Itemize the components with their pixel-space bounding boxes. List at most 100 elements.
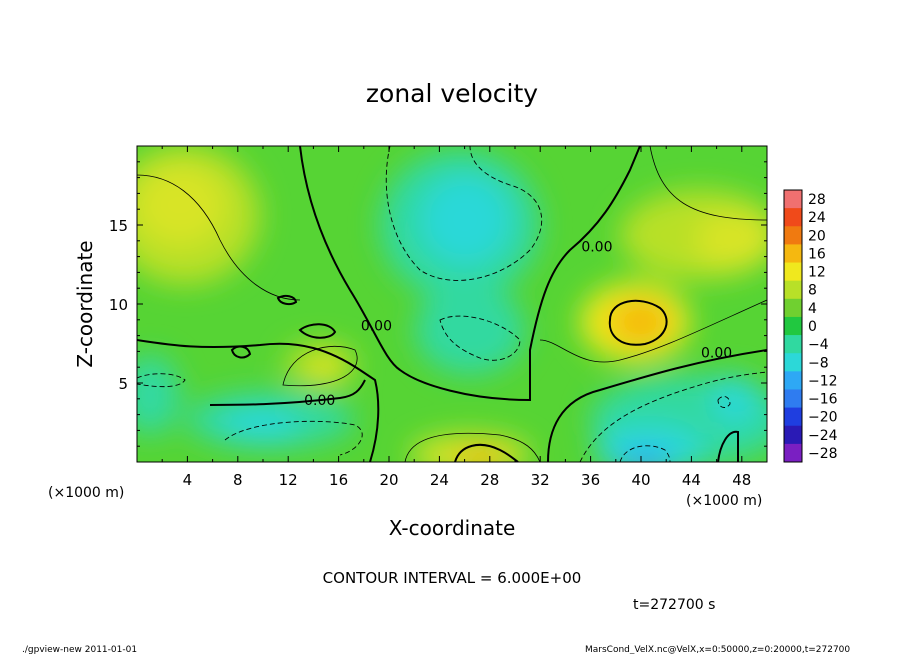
x-tick-label: 24 (430, 471, 449, 489)
x-unit-left: (×1000 m) (48, 485, 124, 501)
field-region-bottom-center-warm-core (455, 448, 505, 462)
x-tick-label: 36 (581, 471, 600, 489)
zero-contour-small-loop-3 (230, 345, 252, 359)
colorbar-label: 16 (808, 246, 826, 262)
x-tick-label: 32 (531, 471, 550, 489)
colorbar-label: 24 (808, 210, 826, 226)
zero-contour-right (547, 349, 767, 462)
colorbar-label: −20 (808, 410, 838, 426)
colorbar-label: 0 (808, 319, 817, 335)
field-region-lower-left-cool-core (220, 409, 300, 441)
colorbar-label: 4 (808, 301, 817, 317)
y-tick-label: 10 (109, 296, 128, 314)
field-region-left-edge-lower (137, 355, 180, 435)
colorbar: −28 −24 −20 −16 −12 −8 −4 0 4 8 12 16 20 24 28 (783, 189, 838, 463)
velocity-field-blobs (137, 146, 767, 462)
x-unit-right: (×1000 m) (686, 493, 762, 509)
field-region-upper-right-warm-core (695, 212, 767, 268)
colorbar-label: 20 (808, 228, 826, 244)
zero-contour-lower (137, 339, 380, 462)
colorbar-label: −16 (808, 392, 838, 408)
field-region-right-edge-cool (713, 375, 757, 425)
y-tick-label: 5 (118, 375, 128, 393)
positive-contour-bump-left (282, 345, 358, 387)
negative-contour-lower-right (579, 371, 767, 462)
colorbar-swatch (784, 226, 802, 245)
field-region-mid-center-cool (415, 285, 525, 375)
colorbar-swatch (784, 208, 802, 227)
colorbar-swatch (784, 389, 802, 409)
plot-area: 0.00 0.00 0.00 0.00 (137, 146, 767, 462)
contour-label: 0.00 (304, 393, 335, 409)
colorbar-label: −4 (808, 337, 829, 353)
x-tick-label: 44 (682, 471, 701, 489)
contour-interval-text: CONTOUR INTERVAL = 6.000E+00 (323, 569, 582, 587)
field-region-upper-center-cool-core (420, 175, 510, 265)
colorbar-label: 28 (808, 192, 826, 208)
x-axis-ticks: 4 8 12 16 20 24 28 32 36 40 44 48 (161, 146, 751, 489)
colorbar-swatch (784, 443, 802, 463)
positive-contour-mid (539, 299, 767, 363)
colorbar-label: −8 (808, 355, 829, 371)
zero-contour-main (299, 146, 641, 402)
field-region-lower-right-cool-core (595, 425, 705, 462)
positive-contour-bottom-center (404, 432, 541, 462)
colorbar-swatch (784, 335, 802, 354)
colorbar-swatch (784, 190, 802, 209)
colorbar-swatch (784, 407, 802, 427)
field-region-lower-right-cool-min (620, 450, 670, 462)
positive-contour-upper-right (649, 146, 767, 221)
contour-lines (137, 146, 767, 462)
negative-contour-lower-left (224, 420, 363, 456)
x-tick-label: 4 (183, 471, 193, 489)
x-tick-label: 20 (379, 471, 398, 489)
time-text: t=272700 s (633, 597, 715, 613)
zero-contour-lower-left (209, 379, 366, 406)
colorbar-swatch (784, 371, 802, 390)
x-tick-label: 48 (732, 471, 751, 489)
y-tick-label: 15 (109, 217, 128, 235)
x-axis-label: X-coordinate (389, 516, 516, 540)
colorbar-label: 8 (808, 283, 817, 299)
zero-contour-around-max (608, 299, 668, 346)
colorbar-swatch (784, 262, 802, 282)
colorbar-label: −24 (808, 428, 838, 444)
colorbar-swatch (784, 244, 802, 264)
zero-contour-small-loop (298, 323, 337, 339)
positive-contour-upper-left (137, 174, 301, 301)
negative-contour-left-edge (137, 373, 186, 388)
x-tick-label: 40 (631, 471, 650, 489)
x-tick-label: 8 (233, 471, 243, 489)
field-region-upper-left-warm-core (137, 165, 225, 245)
field-region-max-x40-core (610, 300, 670, 344)
colorbar-swatch (784, 353, 802, 372)
contour-label: 0.00 (361, 319, 392, 335)
colorbar-swatch (784, 280, 802, 300)
field-region-mid-left-warm-core (314, 357, 342, 377)
negative-contour-bottom-right (619, 445, 671, 462)
colorbar-label: −12 (808, 373, 838, 389)
colorbar-label: −28 (808, 446, 838, 462)
colorbar-swatch (784, 298, 802, 318)
negative-contour-upper-center (385, 146, 543, 281)
y-axis-label: Z-coordinate (73, 240, 97, 367)
footer-right: MarsCond_VelX.nc@VelX,x=0:50000,z=0:2000… (585, 645, 850, 654)
negative-contour-right-small (717, 396, 731, 408)
zero-contour-bottom-right (717, 430, 739, 462)
x-tick-label: 28 (480, 471, 499, 489)
x-tick-label: 12 (279, 471, 298, 489)
colorbar-swatch (784, 316, 802, 336)
footer-left: ./gpview-new 2011-01-01 (22, 645, 137, 654)
colorbar-label: 12 (808, 265, 826, 281)
y-axis-ticks: 5 10 15 (109, 161, 767, 447)
contour-label: 0.00 (581, 240, 612, 256)
colorbar-swatch (784, 425, 802, 445)
negative-contour-mid-center (439, 315, 521, 361)
colorbar-frame (783, 189, 803, 463)
contour-labels: 0.00 0.00 0.00 0.00 (304, 240, 732, 409)
contour-label: 0.00 (701, 346, 732, 362)
chart-title: zonal velocity (366, 79, 538, 108)
zero-contour-small-loop-2 (276, 294, 298, 306)
x-tick-label: 16 (329, 471, 348, 489)
